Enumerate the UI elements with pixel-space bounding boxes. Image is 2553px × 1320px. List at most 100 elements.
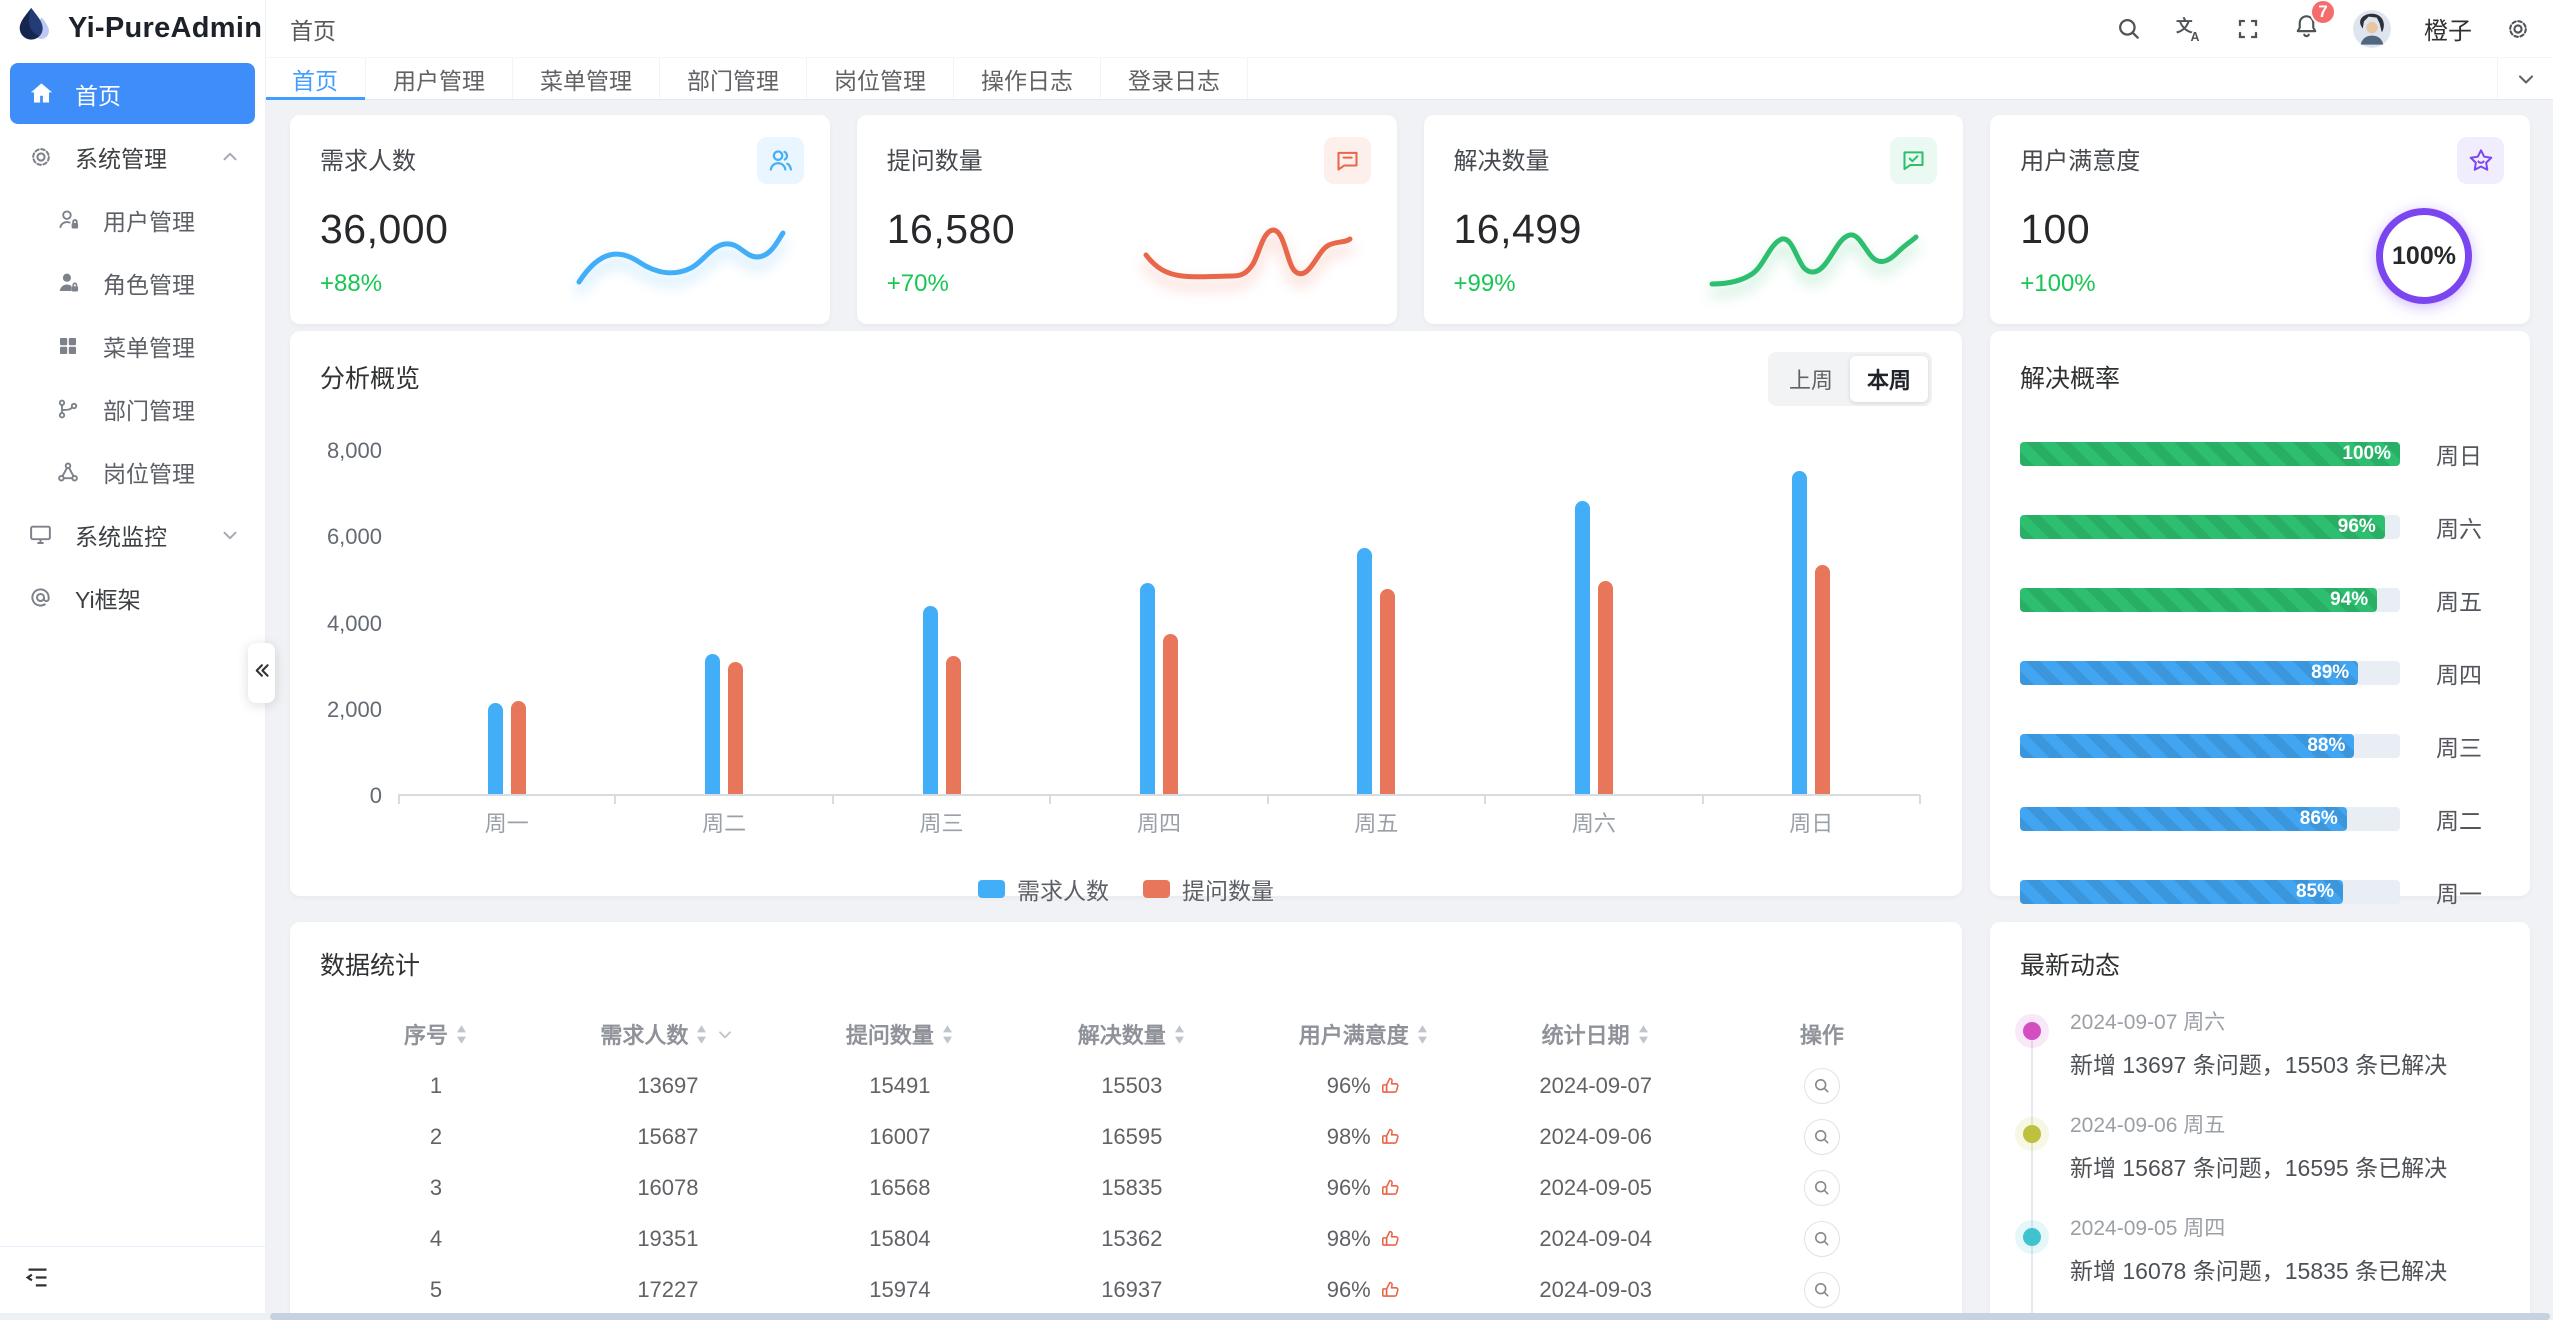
row-search-button[interactable] — [1803, 1118, 1840, 1155]
cell-operation — [1712, 1169, 1932, 1206]
logo-row[interactable]: Yi-PureAdmin — [0, 0, 265, 57]
row-search-button[interactable] — [1803, 1067, 1840, 1104]
row-search-button[interactable] — [1803, 1220, 1840, 1257]
cell-demand: 15687 — [637, 1123, 699, 1149]
column-header-label: 需求人数 — [600, 1023, 689, 1048]
sidebar-collapse-button[interactable] — [248, 643, 275, 703]
sort-carets-icon[interactable] — [1173, 1024, 1186, 1045]
sidebar-item-label: 菜单管理 — [103, 334, 195, 361]
horizontal-scrollbar[interactable] — [0, 1313, 2553, 1320]
legend-item-需求人数[interactable]: 需求人数 — [978, 872, 1109, 906]
sidebar-item-系统监控[interactable]: 系统监控 — [10, 504, 255, 565]
chart-legend: 需求人数 提问数量 — [320, 872, 1932, 906]
sidebar-item-岗位管理[interactable]: 岗位管理 — [10, 441, 255, 502]
sparkline-green — [1706, 210, 1921, 296]
timeline-entry: 2024-09-05 周四 新增 16078 条问题，15835 条已解决 — [2020, 1212, 2500, 1315]
avatar[interactable] — [2353, 9, 2391, 48]
solve-row-周四: 89% 周四 — [2020, 656, 2500, 690]
column-header-序号[interactable]: 序号 — [320, 1018, 552, 1050]
chart-column-周一 — [398, 451, 617, 804]
tab-菜单管理[interactable]: 菜单管理 — [513, 58, 660, 99]
stat-card-value: 36,000 — [320, 206, 449, 252]
stat-card-需求人数: 需求人数 36,000 +88% — [290, 115, 830, 324]
svg-text:A: A — [2191, 29, 2200, 42]
y-tick-label: 6,000 — [326, 524, 382, 550]
tab-部门管理[interactable]: 部门管理 — [660, 58, 807, 99]
sidebar-item-系统管理[interactable]: 系统管理 — [10, 126, 255, 187]
fullscreen-icon[interactable] — [2236, 17, 2260, 41]
cell-satisfaction: 98% — [1248, 1226, 1480, 1252]
sidebar-item-首页[interactable]: 首页 — [10, 63, 255, 124]
tabs: 首页 用户管理 菜单管理 部门管理 岗位管理 操作日志 登录日志 — [265, 58, 1248, 100]
bar-提问数量 — [1815, 565, 1831, 794]
row-search-button[interactable] — [1803, 1271, 1840, 1308]
app-logo-icon — [14, 5, 56, 53]
bell-icon[interactable]: 7 — [2293, 0, 2336, 45]
tab-岗位管理[interactable]: 岗位管理 — [807, 58, 954, 99]
progress-track: 100% — [2020, 442, 2400, 466]
progress-value: 96% — [2337, 516, 2376, 537]
sidebar-item-菜单管理[interactable]: 菜单管理 — [10, 315, 255, 376]
table-header: 序号 需求人数 提问数量 解决数量 用户满意度 统计日期 操作 — [320, 1008, 1932, 1060]
caret-down-icon — [219, 524, 241, 546]
column-header-需求人数[interactable]: 需求人数 — [552, 1018, 784, 1050]
y-tick-label: 2,000 — [326, 696, 382, 722]
bar-提问数量 — [728, 662, 744, 794]
user-name[interactable]: 橙子 — [2424, 18, 2472, 45]
cell-index: 5 — [429, 1276, 443, 1302]
sort-carets-icon[interactable] — [1416, 1024, 1429, 1045]
timeline-title: 最新动态 — [2020, 952, 2121, 980]
column-header-解决数量[interactable]: 解决数量 — [1016, 1018, 1248, 1050]
toggle-上周[interactable]: 上周 — [1788, 368, 1833, 393]
cell-date: 2024-09-06 — [1539, 1123, 1652, 1149]
sidebar: Yi-PureAdmin 首页 系统管理 用户管理 角色管理菜单管理部门管理 岗位管理系… — [0, 0, 275, 1320]
sort-carets-icon[interactable] — [455, 1024, 468, 1045]
satisfaction-value: 96% — [1326, 1072, 1371, 1098]
scrollbar-thumb[interactable] — [270, 1313, 2550, 1320]
column-header-提问数量[interactable]: 提问数量 — [784, 1018, 1016, 1050]
sort-carets-icon[interactable] — [941, 1024, 954, 1045]
sort-carets-icon[interactable] — [1637, 1024, 1650, 1045]
legend-item-提问数量[interactable]: 提问数量 — [1143, 872, 1274, 906]
analysis-title: 分析概览 — [320, 365, 421, 393]
tab-首页[interactable]: 首页 — [265, 58, 366, 100]
chart-x-axis: 周一 周二 周三 周四 周五 周六 周日 — [398, 806, 1932, 838]
cell-date: 2024-09-04 — [1539, 1225, 1652, 1251]
timeline-dot — [2023, 1022, 2041, 1040]
breadcrumb[interactable]: 首页 — [290, 17, 336, 44]
middle-row: 分析概览 上周 本周 8,000 6,000 4,000 2,000 0 周一 周二 周三 周四… — [290, 331, 2530, 907]
tabbar-chevron-down-icon[interactable] — [2497, 58, 2553, 99]
stat-card-delta: +100% — [2020, 270, 2096, 297]
table-row: 2 15687 16007 16595 98% 2024-09-06 — [320, 1111, 1932, 1162]
sort-carets-icon[interactable] — [695, 1024, 708, 1045]
solve-rate-title: 解决概率 — [2020, 365, 2121, 393]
sidebar-item-Yi框架[interactable]: Yi框架 — [10, 567, 255, 628]
tab-登录日志[interactable]: 登录日志 — [1101, 58, 1248, 99]
menu-fold-icon[interactable] — [24, 1268, 51, 1296]
progress-day-label: 周三 — [2436, 735, 2482, 761]
user-lock-icon — [56, 207, 88, 232]
progress-fill: 86% — [2020, 807, 2347, 831]
filter-chevron-icon[interactable] — [715, 1024, 735, 1044]
search-icon[interactable] — [2115, 15, 2142, 42]
progress-day-label: 周一 — [2436, 881, 2482, 907]
stat-card-value: 16,499 — [1453, 206, 1582, 252]
column-header-统计日期[interactable]: 统计日期 — [1480, 1018, 1712, 1050]
sidebar-item-角色管理[interactable]: 角色管理 — [10, 252, 255, 313]
settings-gear-icon[interactable] — [2505, 16, 2531, 42]
progress-fill: 88% — [2020, 734, 2354, 758]
column-header-用户满意度[interactable]: 用户满意度 — [1248, 1018, 1480, 1050]
table-title: 数据统计 — [320, 952, 421, 980]
timeline-date: 2024-09-07 周六 — [2070, 1011, 2226, 1034]
toggle-本周[interactable]: 本周 — [1849, 356, 1928, 402]
tab-操作日志[interactable]: 操作日志 — [954, 58, 1101, 99]
cell-index: 2 — [429, 1123, 443, 1149]
tabbar: 首页 用户管理 菜单管理 部门管理 岗位管理 操作日志 登录日志 — [265, 57, 2553, 100]
row-search-button[interactable] — [1803, 1169, 1840, 1206]
sidebar-item-部门管理[interactable]: 部门管理 — [10, 378, 255, 439]
tab-用户管理[interactable]: 用户管理 — [366, 58, 513, 99]
users-icon — [756, 137, 804, 184]
sidebar-item-用户管理[interactable]: 用户管理 — [10, 189, 255, 250]
cell-index: 1 — [429, 1072, 443, 1098]
